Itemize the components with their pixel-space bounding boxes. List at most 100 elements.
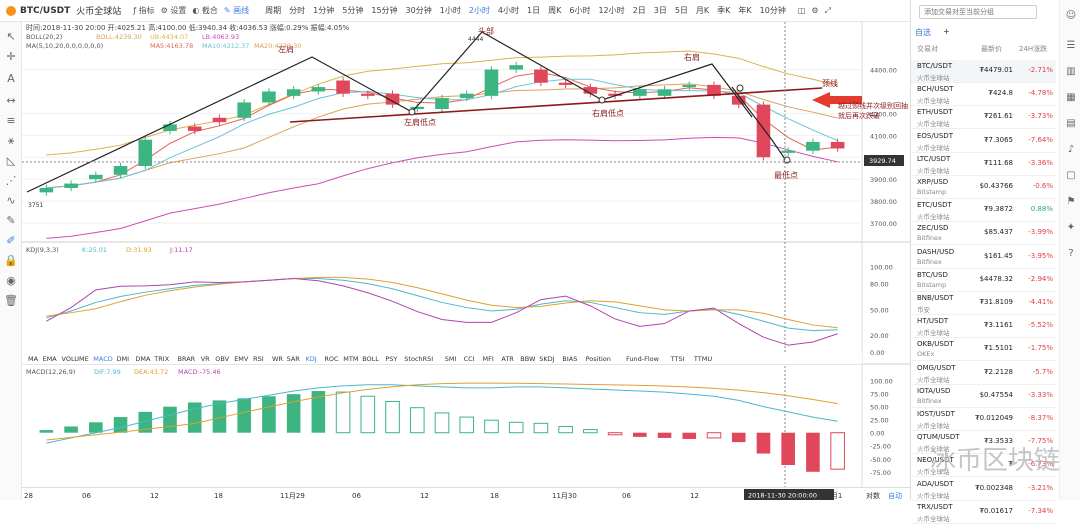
pair-search-input[interactable] (919, 5, 1037, 19)
indicator-tab-cci[interactable]: CCI (464, 355, 475, 363)
watchlist-row[interactable]: BCH/USDT 火币全球站 ₮424.8 -4.78% (911, 83, 1056, 107)
indicator-tab-dma[interactable]: DMA (135, 355, 151, 363)
indicator-tab-bbw[interactable]: BBW (520, 355, 536, 363)
period-12[interactable]: 2日 (632, 6, 646, 15)
watchlist-row[interactable]: OKB/USDT OKEx ₮1.5101 -1.75% (911, 338, 1056, 362)
watchlist-row[interactable]: BNB/USDT 币安 ₮31.8109 -4.41% (911, 292, 1056, 315)
indicator-tab-sar[interactable]: SAR (287, 355, 301, 363)
list-icon[interactable]: ☰ (1066, 40, 1076, 51)
wave-icon[interactable]: ∿ (6, 194, 16, 207)
watchlist-row[interactable]: XRP/USD Bitstamp $0.43766 -0.6% (911, 176, 1056, 199)
indicator-tab-mtm[interactable]: MTM (343, 355, 358, 363)
indicator-tab-brar[interactable]: BRAR (178, 355, 196, 363)
watchlist-row[interactable]: TRX/USDT 火币全球站 ₮0.01617 -7.34% (911, 501, 1056, 524)
watchlist-row[interactable]: HT/USDT 火币全球站 ₮3.1161 -5.52% (911, 315, 1056, 339)
doc-icon[interactable]: ▢ (1066, 170, 1076, 181)
trash-icon[interactable]: 🗑 (4, 294, 18, 307)
indicator-tab-ema[interactable]: EMA (43, 355, 58, 363)
period-10[interactable]: 6小时 (569, 6, 591, 15)
channel-icon[interactable]: ⋰ (5, 174, 17, 187)
watchlist-row[interactable]: EOS/USDT 火币全球站 ₮7.3065 -7.64% (911, 130, 1056, 153)
indicator-tab-atr[interactable]: ATR (501, 355, 514, 363)
indicator-tab-mfi[interactable]: MFI (483, 355, 494, 363)
trend-icon[interactable]: ◺ (6, 154, 16, 167)
cursor-icon[interactable]: ↖ (6, 30, 16, 43)
watchlist-row[interactable]: LTC/USDT 火币全球站 ₮111.68 -3.36% (911, 153, 1056, 176)
watchlist-row[interactable]: OMG/USDT 火币全球站 ₮2.2128 -5.7% (911, 362, 1056, 385)
watchlist-row[interactable]: NEO/USDT 火币全球站 ₮ -6.73% (911, 454, 1056, 478)
snapshot-button[interactable]: ◐ 截合 (192, 6, 218, 15)
log-toggle[interactable]: 对数 (866, 491, 880, 500)
symbol-label[interactable]: BTC/USDT (20, 5, 71, 16)
indicator-tab-stochrsi[interactable]: StochRSI (404, 355, 433, 363)
period-5[interactable]: 1小时 (439, 6, 461, 15)
tab-favorites[interactable]: 自选 (915, 28, 931, 37)
help-icon[interactable]: ? (1068, 248, 1074, 259)
lock-icon[interactable]: 🔒 (4, 254, 18, 267)
watchlist-row[interactable]: BTC/USDT 火币全球站 ₮4479.01 -2.71% (911, 60, 1056, 83)
period-13[interactable]: 3日 (653, 6, 667, 15)
indicator-tab-emv[interactable]: EMV (234, 355, 249, 363)
bell-icon[interactable]: ♪ (1067, 144, 1075, 155)
period-18[interactable]: 10分钟 (759, 6, 786, 15)
period-9[interactable]: 周K (548, 6, 562, 15)
user-icon[interactable]: ☺ (1065, 10, 1077, 21)
camera-icon[interactable]: ◫ (797, 6, 806, 15)
draw-button[interactable]: ✎ 画线 (223, 6, 250, 15)
text-icon[interactable]: A (7, 72, 15, 85)
bulb-icon[interactable]: ✦ (1066, 222, 1076, 233)
watchlist-row[interactable]: BTC/USD Bitstamp $4478.32 -2.94% (911, 269, 1056, 292)
indicator-tab-ma[interactable]: MA (28, 355, 39, 363)
period-0[interactable]: 分时 (289, 6, 306, 15)
crosshair-icon[interactable]: ✛ (6, 50, 16, 63)
indicator-tab-roc[interactable]: ROC (324, 355, 339, 363)
eye-icon[interactable]: ◉ (6, 274, 16, 287)
period-3[interactable]: 15分钟 (371, 6, 398, 15)
table-icon[interactable]: ▦ (1066, 92, 1076, 103)
indicator-tab-vr[interactable]: VR (201, 355, 210, 363)
watchlist-row[interactable]: DASH/USD Bitfinex $161.45 -3.95% (911, 246, 1056, 269)
period-14[interactable]: 5日 (674, 6, 688, 15)
watchlist-row[interactable]: ETH/USDT 火币全球站 ₮261.61 -3.73% (911, 106, 1056, 130)
add-group-button[interactable]: + (943, 27, 950, 36)
period-16[interactable]: 季K (717, 6, 731, 15)
period-11[interactable]: 12小时 (598, 6, 625, 15)
indicator-tab-rsi[interactable]: RSI (253, 355, 264, 363)
settings-button[interactable]: ⚙ 设置 (160, 6, 187, 15)
indicator-tab-volume[interactable]: VOLUME (62, 355, 89, 363)
watchlist-row[interactable]: IOST/USDT 火币全球站 ₮0.012049 -8.37% (911, 408, 1056, 431)
period-4[interactable]: 30分钟 (405, 6, 432, 15)
pen-icon[interactable]: ✐ (6, 234, 16, 247)
indicator-tab-ttsi[interactable]: TTSI (670, 355, 685, 363)
gear-icon[interactable]: ⚙ (811, 6, 819, 15)
indicator-tab-fund-flow[interactable]: Fund-Flow (626, 355, 660, 363)
indicator-tab-skdj[interactable]: SKDJ (539, 355, 554, 363)
fullscreen-icon[interactable]: ⤢ (824, 5, 831, 15)
brush-icon[interactable]: ✎ (6, 214, 16, 227)
watchlist-row[interactable]: ADA/USDT 火币全球站 ₮0.002348 -3.21% (911, 478, 1056, 501)
watchlist-row[interactable]: ETC/USDT 火币全球站 ₮9.3872 0.88% (911, 199, 1056, 223)
chart-icon[interactable]: ▥ (1066, 66, 1076, 77)
period-7[interactable]: 4小时 (497, 6, 520, 15)
indicator-tab-trix[interactable]: TRIX (153, 355, 169, 363)
indicator-tab-bias[interactable]: BIAS (562, 355, 577, 363)
fib-icon[interactable]: ⚹ (7, 134, 15, 147)
indicator-tab-psy[interactable]: PSY (385, 355, 397, 363)
period-1[interactable]: 1分钟 (313, 6, 335, 15)
chart-area[interactable]: 左肩 头部 右肩 左肩低点 右肩低点 颈线 最低点 越过颈线并次级别回抽 就后再… (22, 22, 910, 487)
indicator-tab-obv[interactable]: OBV (215, 355, 229, 363)
indicator-tab-ttmu[interactable]: TTMU (693, 355, 712, 363)
flag-icon[interactable]: ⚑ (1066, 196, 1076, 207)
indicator-tab-boll[interactable]: BOLL (362, 355, 379, 363)
calendar-icon[interactable]: ▤ (1066, 118, 1076, 129)
indicator-tab-position[interactable]: Position (586, 355, 611, 363)
indicator-tab-dmi[interactable]: DMI (117, 355, 130, 363)
period-15[interactable]: 月K (695, 6, 710, 15)
watchlist-row[interactable]: ZEC/USD Bitfinex $85.437 -3.99% (911, 222, 1056, 246)
vline-icon[interactable]: ≡ (6, 114, 16, 127)
indicator-button[interactable]: ƒ 指标 (133, 6, 155, 15)
period-8[interactable]: 1日 (527, 6, 541, 15)
indicator-tab-smi[interactable]: SMI (445, 355, 457, 363)
indicator-tab-kdj[interactable]: KDJ (306, 355, 317, 363)
watchlist-row[interactable]: QTUM/USDT 火币全球站 ₮3.3533 -7.75% (911, 431, 1056, 455)
